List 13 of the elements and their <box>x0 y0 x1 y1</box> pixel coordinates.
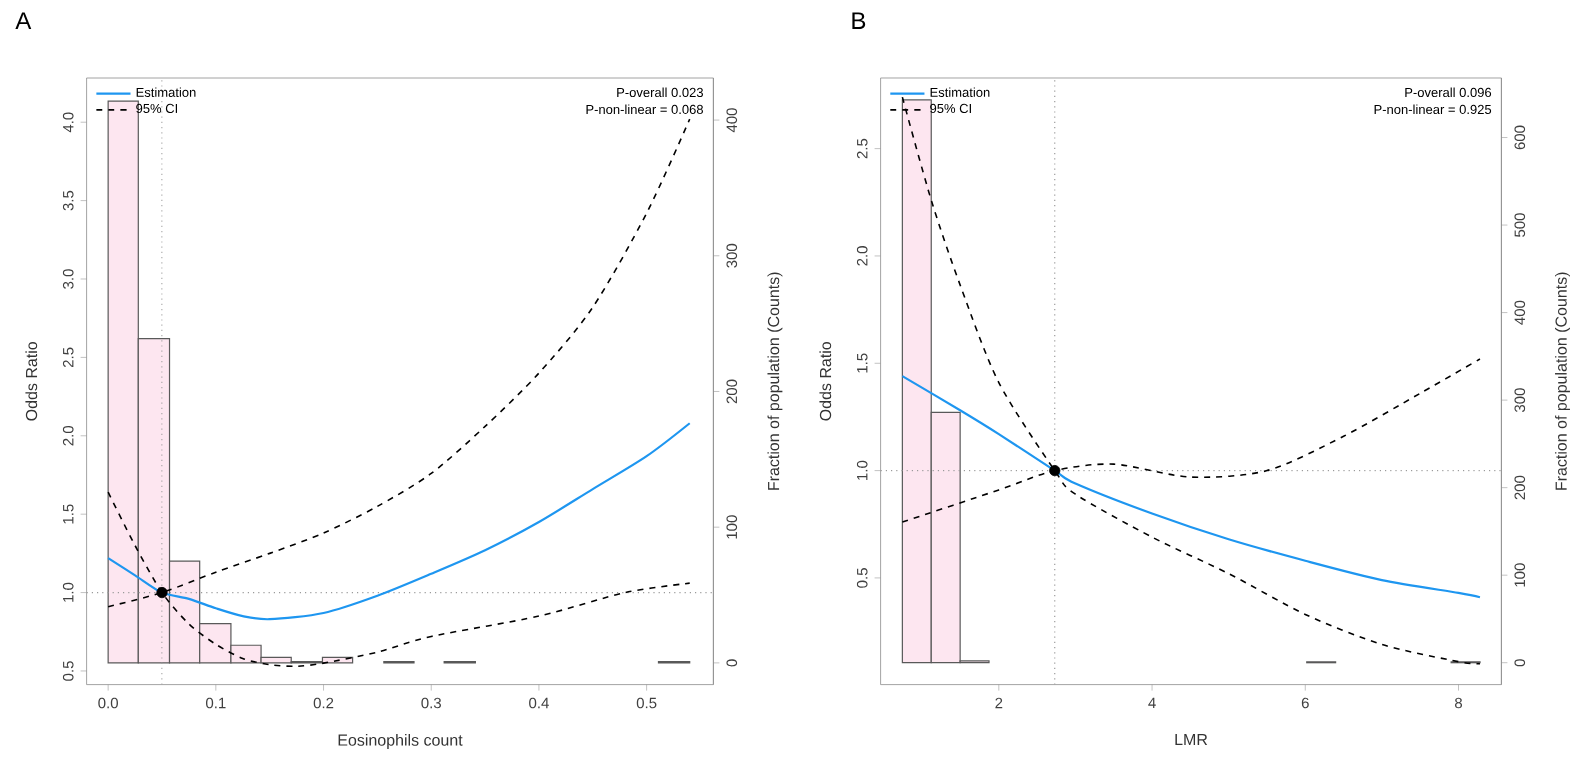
y2-axis-title: Fraction of population (Counts) <box>767 272 783 490</box>
chart-title: A <box>15 12 32 29</box>
line-series <box>107 491 691 668</box>
x-axis-title: Eosinophils count <box>338 734 463 749</box>
chart-title: B <box>852 12 866 29</box>
line-series <box>107 118 691 608</box>
line-series <box>901 358 1481 523</box>
x-axis-title: LMR <box>1175 734 1208 746</box>
line-series <box>901 375 1482 599</box>
y2-axis-title: Fraction of population (Counts) <box>1555 272 1570 490</box>
y-axis-title: Odds Ratio <box>25 341 38 421</box>
line-series <box>107 422 691 621</box>
y-axis-title: Odds Ratio <box>819 341 832 421</box>
